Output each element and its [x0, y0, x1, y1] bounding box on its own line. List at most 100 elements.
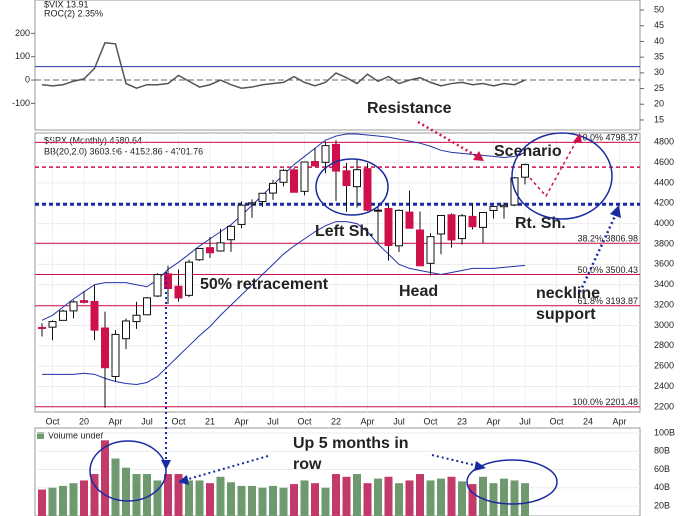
- annotation: 50% retracement: [200, 276, 329, 293]
- annotation: Rt. Sh.: [515, 215, 566, 232]
- volume-bar: [122, 467, 130, 516]
- volume-bar: [185, 480, 193, 516]
- candle-body: [206, 247, 214, 254]
- roc-title: $VIX 13.91: [44, 0, 89, 9]
- y2-tick-label: 25: [654, 83, 664, 93]
- volume-bar: [111, 458, 120, 516]
- fib-label: 50.0%: [577, 265, 603, 275]
- annotation: support: [536, 306, 596, 323]
- volume-ellipse: [89, 440, 167, 502]
- candle-body: [321, 145, 330, 163]
- candle-body: [447, 214, 456, 241]
- bb-subtitle: BB(20,2.0) 3603.96 - 4152.86 - 4701.76: [44, 146, 203, 156]
- volume-bar: [101, 440, 109, 516]
- candle-body: [342, 170, 351, 187]
- right-shoulder-ellipse: [511, 132, 613, 220]
- volume-bar: [69, 483, 78, 516]
- x-tick-label: Apr: [360, 416, 374, 426]
- candle-body: [101, 327, 109, 369]
- candle-body: [479, 212, 487, 228]
- x-tick-label: Apr: [234, 416, 248, 426]
- candle-body: [279, 169, 288, 183]
- y-tick-label: 2600: [654, 361, 674, 371]
- candle-body: [216, 242, 225, 252]
- arrowhead: [178, 475, 189, 485]
- candle-body: [90, 300, 99, 331]
- volume-bar: [405, 480, 414, 516]
- arrowhead: [474, 461, 486, 471]
- volume-bar: [384, 476, 393, 516]
- volume-bar: [90, 474, 99, 516]
- volume-bar: [258, 487, 267, 516]
- x-tick-label: 20: [79, 416, 89, 426]
- annotation: Scenario: [494, 143, 562, 160]
- fib-value: 4798.37: [605, 133, 638, 143]
- x-tick-label: Oct: [423, 416, 438, 426]
- y-tick-label: 100: [15, 51, 30, 61]
- volume-bar: [426, 480, 435, 516]
- annotation: Up 5 months in: [293, 435, 409, 452]
- volume-bar: [353, 474, 361, 516]
- volume-bar: [374, 478, 382, 516]
- y2-tick-label: 35: [654, 52, 664, 62]
- arrowhead: [610, 205, 621, 218]
- x-tick-label: 23: [457, 416, 467, 426]
- y-tick-label: 2400: [654, 381, 674, 391]
- x-tick-label: Apr: [612, 416, 626, 426]
- arrowhead: [573, 133, 582, 143]
- candle-body: [80, 300, 88, 303]
- y-tick-label: 4400: [654, 177, 674, 187]
- annotation: row: [293, 456, 322, 473]
- volume-bar: [521, 483, 529, 516]
- volume-bar: [174, 474, 183, 516]
- annotation: Head: [399, 283, 438, 300]
- volume-bar: [38, 489, 46, 516]
- left-shoulder-ellipse: [315, 158, 389, 216]
- fib-value: 3806.98: [605, 234, 638, 244]
- y2-tick-label: 20: [654, 99, 664, 109]
- candle-body: [300, 161, 309, 192]
- y2-tick-label: 50: [654, 4, 664, 14]
- candle-body: [237, 204, 246, 225]
- fib-label: 100.0%: [572, 397, 603, 407]
- volume-bar: [479, 476, 487, 516]
- arrow: [417, 120, 481, 160]
- candle-body: [48, 321, 57, 328]
- candle-body: [185, 261, 193, 296]
- volume-bar: [248, 485, 256, 516]
- roc-panel: [34, 0, 641, 131]
- volume-bar: [237, 485, 246, 516]
- volume-bar: [311, 483, 319, 516]
- volume-bar: [363, 483, 372, 516]
- candle-body: [374, 209, 382, 212]
- candle-body: [174, 285, 183, 299]
- y-tick-label: -100: [12, 98, 30, 108]
- x-tick-label: 24: [583, 416, 593, 426]
- y-tick-label: 3800: [654, 238, 674, 248]
- candle-body: [111, 333, 120, 377]
- price-panel: [34, 132, 641, 413]
- candle-body: [353, 169, 361, 188]
- volume-bar: [395, 483, 403, 516]
- volume-swatch: [37, 432, 44, 439]
- volume-bar: [206, 483, 214, 516]
- y2-tick-label: 40: [654, 36, 664, 46]
- candle-body: [384, 207, 393, 247]
- candle-body: [458, 215, 466, 240]
- volume-bar: [342, 476, 351, 516]
- fib-label: 61.8%: [577, 296, 603, 306]
- volume-bar: [300, 480, 309, 516]
- volume-ellipse: [466, 459, 558, 505]
- volume-bar: [153, 480, 162, 516]
- annotation: neckline: [536, 285, 600, 302]
- volume-bar: [59, 485, 67, 516]
- roc-line: [41, 41, 526, 90]
- volume-bar: [500, 478, 508, 516]
- fib-label: 0.0%: [582, 133, 603, 143]
- candle-body: [437, 214, 445, 235]
- volume-bar: [447, 476, 456, 516]
- candle-body: [122, 320, 130, 340]
- annotation: Resistance: [367, 100, 452, 117]
- fib-value: 3500.43: [605, 265, 638, 275]
